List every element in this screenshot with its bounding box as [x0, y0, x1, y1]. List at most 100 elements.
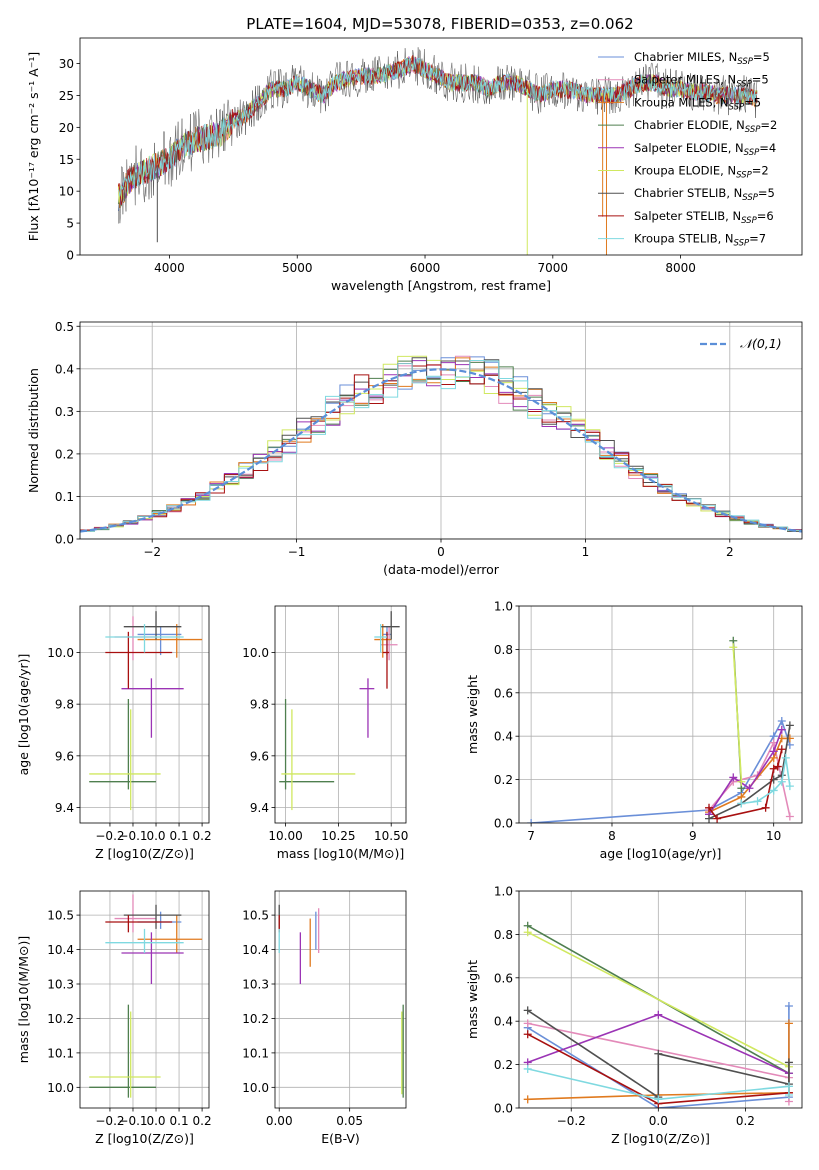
y-tick-label: 1.0 [494, 600, 513, 614]
x-tick-label: 9 [689, 829, 697, 843]
y-axis-label: age [log10(age/yr)] [16, 654, 31, 776]
errorbar-chabrier-elodie [279, 699, 335, 790]
weight-point [784, 1019, 793, 1028]
histogram-salpeter-stelib [80, 363, 802, 531]
y-tick-label: 10.1 [242, 1046, 269, 1060]
plot-area-age-vs-Z [80, 606, 209, 823]
weight-point [784, 1090, 793, 1099]
x-tick-label: 8 [608, 829, 616, 843]
axes-frame [79, 37, 803, 256]
x-tick-label: 0.0 [649, 1114, 668, 1128]
weight-point [784, 1002, 793, 1011]
x-tick-label: 0.00 [266, 1114, 293, 1128]
figure-title: PLATE=1604, MJD=53078, FIBERID=0353, z=0… [246, 15, 633, 33]
y-tick-label: 0.6 [494, 686, 513, 700]
weight-point [761, 803, 770, 812]
errorbar-kroupa-miles [137, 915, 203, 953]
y-tick-label: 0.1 [55, 490, 74, 504]
y-tick-label: 10.0 [47, 1081, 74, 1095]
weight-point [769, 786, 778, 795]
y-axis-label: mass weight [465, 675, 480, 754]
axes-weight-vs-Z: −0.2 0.0 0.2 0.0 0.2 0.4 0.6 0.8 1.0 Z [log10(Z/Z… [465, 885, 803, 1146]
x-tick-label: 0.1 [170, 1114, 189, 1128]
weight-point [523, 1030, 532, 1039]
legend-entry: Salpeter STELIB, NSSP=6 [634, 209, 774, 226]
spectrum-line-kroupa-stelib [118, 57, 758, 197]
y-tick-label: 10.0 [242, 646, 269, 660]
y-tick-label: 9.8 [55, 698, 74, 712]
y-tick-label: 9.8 [250, 698, 269, 712]
y-tick-label: 10.4 [242, 943, 269, 957]
x-axis-label: wavelength [Angstrom, rest frame] [331, 278, 551, 293]
y-tick-label: 10.2 [47, 1012, 74, 1026]
weight-point [753, 797, 762, 806]
weight-point [705, 814, 714, 823]
y-tick-label: 0.0 [494, 1102, 513, 1116]
axes-age-vs-Z: −0.2−0.10.0 0.1 0.2 9.4 9.6 9.8 10.0 Z [log10(Z… [16, 605, 212, 861]
x-tick-label: −1 [288, 545, 306, 559]
x-tick-label: 2 [726, 545, 734, 559]
errorbar-chabrier-stelib [123, 611, 182, 640]
legend-entry: Kroupa ELODIE, NSSP=2 [634, 164, 769, 181]
plot-area-age-vs-mass [275, 606, 406, 823]
plot-area-mass-vs-Z [80, 891, 209, 1108]
y-tick-label: 10.0 [47, 646, 74, 660]
weight-point [523, 928, 532, 937]
errorbar-salpeter-stelib [105, 915, 173, 933]
weight-point [523, 1095, 532, 1104]
weight-point [654, 1095, 663, 1104]
x-tick-label: 5000 [282, 261, 313, 275]
x-tick-label: 0.2 [193, 1114, 212, 1128]
y-tick-label: 1.0 [494, 885, 513, 899]
weight-point [523, 1006, 532, 1015]
x-tick-label: −0.1 [118, 1114, 147, 1128]
weight-point [777, 717, 786, 726]
y-tick-label: 15 [59, 153, 74, 167]
errorbar-chabrier-stelib [380, 611, 400, 640]
y-tick-label: 30 [59, 57, 74, 71]
y-tick-label: 10.4 [47, 943, 74, 957]
weight-point [713, 814, 722, 823]
y-tick-label: 0.2 [494, 1058, 513, 1072]
x-axis-label: Z [log10(Z/Z⊙)] [95, 846, 194, 861]
y-tick-label: 0.4 [494, 1015, 513, 1029]
errorbar-salpeter-stelib [105, 631, 173, 689]
x-axis-label: Z [log10(Z/Z⊙)] [611, 1131, 710, 1146]
x-tick-label: 6000 [410, 261, 441, 275]
errorbar-kroupa-stelib [105, 928, 184, 953]
histogram-kroupa-stelib [80, 359, 802, 532]
x-tick-label: 1 [582, 545, 590, 559]
errorbar-kroupa-stelib [374, 624, 387, 653]
weight-point [523, 1019, 532, 1028]
plot-area-spectrum [117, 47, 758, 255]
axes-residual-histogram: −2 −1 0 1 2 0.0 0.1 0.2 0.3 0.4 0.5 (data-model)/er… [26, 320, 803, 577]
y-tick-label: 10.3 [47, 978, 74, 992]
weight-point [777, 777, 786, 786]
x-tick-label: −0.1 [118, 829, 147, 843]
x-tick-label: 10.25 [321, 829, 355, 843]
plots: 4000 5000 6000 7000 8000051015202530waveleng… [16, 37, 803, 1146]
x-tick-label: 0.2 [193, 829, 212, 843]
x-tick-label: 0.05 [336, 1114, 363, 1128]
weight-point [705, 803, 714, 812]
axes-frame [79, 890, 210, 1109]
errorbar-salpeter-miles [114, 894, 157, 933]
plot-area-residual-histogram [80, 322, 802, 539]
errorbar-kroupa-miles [137, 624, 203, 658]
errorbar-chabrier-miles [137, 911, 182, 929]
legend: 𝒩(0,1) [700, 336, 782, 351]
x-tick-label: 10.00 [268, 829, 302, 843]
weight-point [785, 812, 794, 821]
y-axis-label: Flux [fλ10⁻¹⁷ erg cm⁻² s⁻¹ A⁻¹] [26, 52, 41, 241]
legend-entry: 𝒩(0,1) [740, 336, 782, 351]
weight-point [769, 747, 778, 756]
y-tick-label: 0.6 [494, 971, 513, 985]
x-tick-label: −0.2 [95, 829, 124, 843]
weight-point [773, 762, 782, 771]
y-tick-label: 9.6 [250, 749, 269, 763]
x-tick-label: 0 [437, 545, 445, 559]
weight-line-kroupa-miles [527, 1023, 790, 1101]
gaussian-reference-curve [80, 368, 802, 533]
errorbar-chabrier-stelib [123, 904, 182, 929]
errorbar-chabrier-elodie [89, 699, 157, 790]
